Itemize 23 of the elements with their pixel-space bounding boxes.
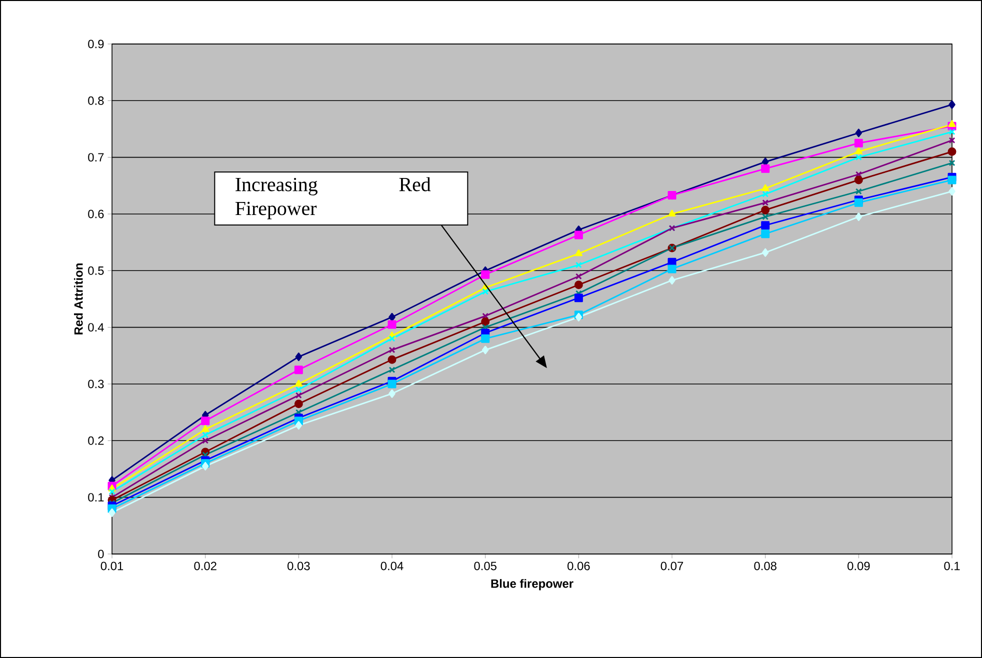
x-axis-title: Blue firepower [491, 579, 574, 590]
y-tick-label: 0.3 [88, 380, 104, 388]
x-tick-label: 0.05 [474, 562, 496, 570]
x-tick-label: 0.1 [944, 562, 960, 570]
x-tick-label: 0.09 [848, 562, 870, 570]
x-tick-label: 0.03 [288, 562, 310, 570]
y-tick-label: 0.6 [88, 210, 104, 218]
y-tick-label: 0.7 [88, 153, 104, 162]
y-tick-label: 0.9 [88, 40, 104, 48]
y-tick-label: 0.8 [88, 96, 104, 105]
y-tick-label: 0.4 [88, 323, 104, 332]
x-tick-label: 0.08 [754, 562, 776, 570]
x-tick-label: 0.02 [194, 562, 216, 570]
x-tick-label: 0.01 [100, 562, 124, 570]
y-tick-label: 0.1 [88, 493, 104, 502]
x-tick-label: 0.07 [660, 562, 684, 570]
text: Increasing Red Firepower [235, 177, 431, 220]
y-tick-label: 0.5 [88, 266, 104, 275]
x-tick-label: 0.06 [568, 562, 590, 570]
y-axis-title: Red Attrition [74, 264, 83, 334]
y-tick-label: 0.2 [88, 436, 104, 445]
y-tick-label: 0 [98, 550, 104, 558]
x-tick-label: 0.04 [380, 562, 404, 570]
